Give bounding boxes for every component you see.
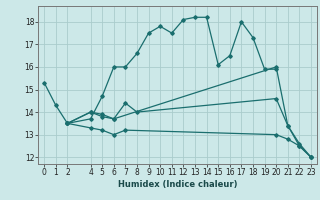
X-axis label: Humidex (Indice chaleur): Humidex (Indice chaleur) [118, 180, 237, 189]
